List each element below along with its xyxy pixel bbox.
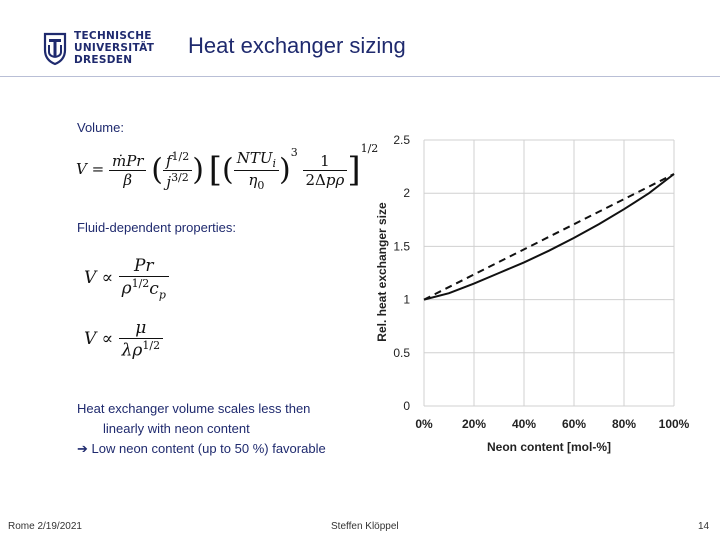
y-tick-label: 2 [403, 186, 410, 200]
y-tick-label: 0 [403, 399, 410, 413]
y-tick-label: 0.5 [393, 346, 410, 360]
logo-line-1: TECHNISCHE [74, 30, 152, 42]
header-divider [0, 76, 720, 77]
logo-wordmark: TECHNISCHE UNIVERSITÄT DRESDEN [74, 30, 154, 66]
fluid-properties-label: Fluid-dependent properties: [77, 220, 236, 235]
logo-line-2: UNIVERSITÄT [74, 42, 155, 54]
conclusion-line-1: Heat exchanger volume scales less then [77, 401, 311, 416]
footer-author: Steffen Klöppel [331, 521, 399, 532]
page-number: 14 [698, 521, 710, 532]
x-axis-label: Neon content [mol-%] [487, 440, 611, 454]
conclusion-line-3: Low neon content (up to 50 %) favorable [91, 441, 326, 456]
tu-dresden-logo: TECHNISCHE UNIVERSITÄT DRESDEN [40, 30, 160, 72]
y-tick-label: 1.5 [393, 239, 410, 253]
proportionality-formula-1: V ∝ Pr ρ1/2cp [84, 256, 169, 301]
x-tick-label: 20% [462, 417, 486, 431]
dashed-series-line [423, 173, 675, 301]
tu-dresden-emblem-icon [43, 32, 67, 66]
slide-title: Heat exchanger sizing [188, 33, 406, 58]
heat-exchanger-size-chart: 0 0.5 1 1.5 2 2.5 0% 20% 40% 60% 80% 100% Neon cont… [375, 133, 690, 454]
y-tick-label: 2.5 [393, 133, 410, 147]
x-tick-label: 0% [415, 417, 433, 431]
conclusion-text: Heat exchanger volume scales less then l… [77, 399, 326, 459]
x-tick-label: 40% [512, 417, 536, 431]
x-tick-label: 60% [562, 417, 586, 431]
logo-line-3: DRESDEN [74, 54, 133, 66]
x-tick-label: 100% [659, 417, 690, 431]
y-axis-label: Rel. heat exchanger size [375, 202, 389, 342]
solid-series-line [423, 173, 675, 301]
x-tick-label: 80% [612, 417, 636, 431]
volume-label: Volume: [77, 120, 124, 135]
proportionality-formula-2: V ∝ μ λρ1/2 [84, 318, 164, 361]
footer-date: Rome 2/19/2021 [8, 521, 82, 532]
y-tick-label: 1 [403, 293, 410, 307]
arrow-right-icon: ➔ [77, 441, 88, 456]
volume-formula: V = ṁPr β (f1/2 j3/2) [(NTUi η0)3 1 2Δpρ]1/2 [76, 142, 379, 192]
conclusion-line-2: linearly with neon content [103, 421, 250, 436]
